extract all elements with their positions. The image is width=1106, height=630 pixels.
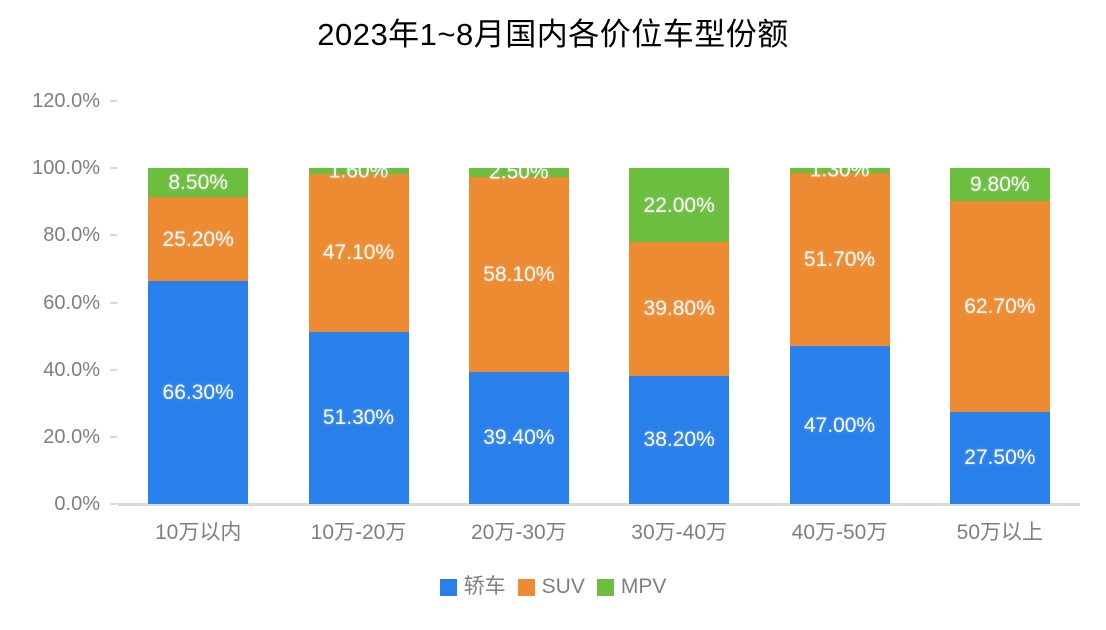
bar-data-label: 39.80% bbox=[643, 297, 715, 321]
bar-data-label: 66.30% bbox=[162, 381, 234, 405]
x-axis-category-label: 10万以内 bbox=[154, 521, 242, 544]
bar-data-label: 62.70% bbox=[964, 294, 1036, 318]
bar-segment-mpv[interactable]: 1.60% bbox=[308, 160, 409, 181]
y-axis-tick-label: 20.0% bbox=[43, 425, 100, 448]
y-axis-tick-mark bbox=[110, 100, 117, 102]
y-axis-tick-label: 0.0% bbox=[54, 493, 100, 515]
bar-segment-轿车[interactable]: 38.20% bbox=[629, 375, 730, 504]
y-axis-tick-mark bbox=[110, 301, 117, 304]
bar-segment-mpv[interactable]: 9.80% bbox=[949, 168, 1050, 202]
bar-segment-suv[interactable]: 51.70% bbox=[789, 172, 890, 347]
bar-data-label: 51.70% bbox=[803, 247, 876, 271]
bar-segment-mpv[interactable]: 8.50% bbox=[148, 168, 249, 197]
bar-segment-轿车[interactable]: 66.30% bbox=[148, 281, 249, 504]
bar-segment-mpv[interactable]: 1.30% bbox=[789, 160, 890, 181]
x-axis-category-label: 40万-50万 bbox=[791, 521, 888, 544]
bar-segment-suv[interactable]: 39.80% bbox=[629, 242, 730, 376]
plot-area: 66.30% 25.20% 8.50% 51.30% 47.10% 1.60% 39.40%… bbox=[118, 101, 1080, 504]
y-axis-tick-mark bbox=[110, 503, 117, 505]
y-axis-tick-label: 100.0% bbox=[32, 157, 100, 180]
bar-data-label: 38.20% bbox=[643, 428, 715, 452]
legend-swatch-icon bbox=[596, 578, 614, 596]
y-axis-tick-label: 40.0% bbox=[43, 358, 100, 381]
y-axis-tick-mark bbox=[110, 167, 117, 170]
bar-segment-轿车[interactable]: 51.30% bbox=[308, 331, 409, 504]
x-axis-category-label: 10万-20万 bbox=[310, 521, 407, 544]
bar-data-label: 58.10% bbox=[483, 262, 555, 286]
x-axis-category-label: 20万-30万 bbox=[470, 521, 567, 544]
bar-data-label: 22.00% bbox=[643, 193, 715, 217]
y-axis-tick-mark bbox=[110, 234, 117, 237]
bar-group[interactable]: 38.20% 39.80% 22.00% bbox=[629, 101, 730, 504]
legend-item-轿车[interactable]: 轿车 bbox=[439, 575, 506, 598]
bar-segment-轿车[interactable]: 47.00% bbox=[789, 346, 890, 504]
x-axis-category-label: 50万以上 bbox=[956, 521, 1043, 544]
y-axis-tick-mark bbox=[110, 368, 117, 371]
bar-segment-suv[interactable]: 62.70% bbox=[949, 201, 1050, 412]
legend-swatch-icon bbox=[517, 578, 535, 596]
bar-group[interactable]: 27.50% 62.70% 9.80% bbox=[949, 101, 1050, 504]
bar-data-label: 39.40% bbox=[483, 426, 555, 450]
legend-label: 轿车 bbox=[463, 575, 506, 598]
bar-data-label: 47.00% bbox=[803, 413, 876, 437]
y-axis-tick-label: 80.0% bbox=[43, 224, 100, 247]
x-axis-category-label: 30万-40万 bbox=[631, 521, 728, 544]
bar-segment-suv[interactable]: 58.10% bbox=[468, 176, 569, 372]
bar-data-label: 9.80% bbox=[970, 173, 1030, 197]
bar-group[interactable]: 39.40% 58.10% 2.50% bbox=[468, 101, 569, 504]
bar-segment-mpv[interactable]: 22.00% bbox=[629, 168, 730, 243]
bar-data-label: 27.50% bbox=[964, 446, 1036, 470]
bar-segment-suv[interactable]: 25.20% bbox=[148, 196, 249, 282]
x-axis-line bbox=[118, 503, 1080, 506]
chart-legend: 轿车 SUV MPV bbox=[0, 576, 1106, 598]
bar-segment-mpv[interactable]: 2.50% bbox=[468, 162, 569, 183]
legend-swatch-icon bbox=[439, 578, 457, 596]
y-axis-tick-mark bbox=[110, 435, 117, 438]
bar-data-label: 47.10% bbox=[322, 241, 395, 265]
bar-group[interactable]: 47.00% 51.70% 1.30% bbox=[789, 101, 890, 504]
bar-segment-suv[interactable]: 47.10% bbox=[308, 173, 409, 332]
legend-label: SUV bbox=[541, 575, 585, 598]
legend-label: MPV bbox=[620, 575, 667, 598]
bar-group[interactable]: 51.30% 47.10% 1.60% bbox=[308, 101, 409, 504]
legend-item-suv[interactable]: SUV bbox=[517, 575, 585, 598]
bar-data-label: 2.50% bbox=[489, 160, 549, 184]
legend-item-mpv[interactable]: MPV bbox=[596, 575, 667, 598]
bar-data-label: 51.30% bbox=[322, 406, 395, 430]
bar-data-label: 1.30% bbox=[809, 158, 870, 182]
chart-title: 2023年1~8月国内各价位车型份额 bbox=[317, 17, 789, 52]
bar-segment-轿车[interactable]: 27.50% bbox=[949, 411, 1050, 504]
bar-data-label: 8.50% bbox=[168, 170, 228, 194]
bar-group[interactable]: 66.30% 25.20% 8.50% bbox=[148, 101, 249, 504]
y-axis-tick-label: 60.0% bbox=[43, 291, 100, 314]
bar-data-label: 1.60% bbox=[328, 159, 389, 183]
y-axis-tick-label: 120.0% bbox=[32, 90, 100, 112]
bar-segment-轿车[interactable]: 39.40% bbox=[468, 371, 569, 504]
bar-data-label: 25.20% bbox=[162, 227, 234, 251]
